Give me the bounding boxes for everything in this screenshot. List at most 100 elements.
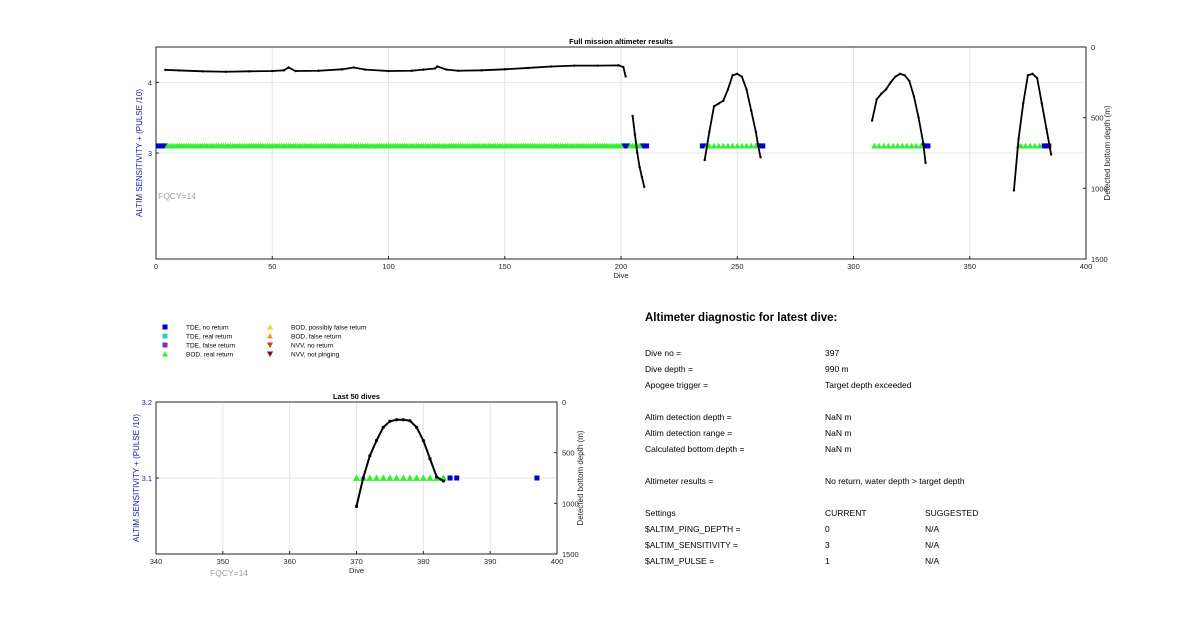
value: NaN m [825, 444, 852, 454]
bottom-depth-point [712, 105, 716, 108]
bottom-depth-point [340, 68, 344, 71]
bottom-depth-point [428, 457, 432, 461]
label: Dive no = [645, 348, 682, 358]
bottom-depth-point [282, 69, 286, 72]
x-tick-label: 350 [963, 262, 976, 271]
bottom-depth-point [374, 438, 379, 443]
bottom-depth-point [717, 102, 720, 105]
bottom-depth-point [287, 66, 290, 69]
row-detection-depth: Altim detection depth = NaN m [645, 412, 851, 422]
bottom-depth-point [224, 70, 227, 73]
suggested: N/A [925, 540, 940, 550]
row-calculated-depth: Calculated bottom depth = NaN m [645, 444, 851, 454]
legend-marker [162, 351, 168, 357]
bottom-depth-point [726, 88, 730, 91]
legend-label: NVV, no return [291, 342, 334, 349]
bod-real-return-marker [871, 142, 878, 149]
bod-real-return-marker [1017, 142, 1025, 149]
bod-real-return-marker [1027, 142, 1034, 149]
label: Dive depth = [645, 364, 693, 374]
y-right-tick-label: 1500 [1091, 255, 1108, 264]
bod-real-return-marker [393, 474, 401, 481]
bottom-depth-point [421, 438, 425, 443]
y-right-tick-label: 1500 [562, 550, 579, 559]
bod-real-return-marker [372, 474, 381, 481]
legend: TDE, no return TDE, real return TDE, false… [162, 324, 367, 358]
bottom-depth-point [596, 64, 599, 67]
y-right-tick-label: 500 [562, 449, 575, 458]
bod-real-return-marker [748, 142, 755, 149]
y-tick-label: 4 [148, 78, 152, 87]
row-dive-depth: Dive depth = 990 m [645, 364, 849, 374]
row-sensitivity: $ALTIM_SENSITIVITY = 3 N/A [645, 540, 939, 550]
bottom-depth-point [922, 141, 925, 145]
tde-no-return-marker [447, 475, 453, 481]
row-apogee: Apogee trigger = Target depth exceeded [645, 380, 911, 390]
bottom-depth-point [908, 79, 911, 83]
label: $ALTIM_SENSITIVITY = [645, 540, 738, 550]
bottom-depth-point [924, 161, 927, 165]
bod-real-return-marker [426, 474, 434, 481]
bottom-depth-point [870, 119, 874, 122]
x-tick-label: 50 [268, 262, 276, 271]
legend-marker [162, 324, 168, 330]
bottom-depth-point [889, 81, 892, 84]
bod-real-return-marker [379, 474, 387, 481]
y-tick-label: 3.2 [142, 398, 152, 407]
bod-real-return-marker [729, 142, 736, 149]
chart-title: Full mission altimeter results [569, 37, 673, 46]
bottom-depth-point [703, 158, 706, 162]
label: $ALTIM_PING_DEPTH = [645, 524, 741, 534]
current: 3 [825, 540, 830, 550]
bottom-depth-point [903, 74, 906, 77]
x-tick-label: 100 [382, 262, 395, 271]
tde-no-return-marker [162, 143, 168, 149]
bod-real-return-marker [1036, 142, 1043, 149]
bottom-depth-line [871, 72, 927, 163]
bottom-depth-point [754, 130, 758, 133]
bottom-depth-point [1031, 72, 1034, 76]
bottom-depth-point [633, 133, 637, 136]
current: 1 [825, 556, 830, 566]
bottom-depth-point [433, 67, 437, 70]
legend-marker [162, 333, 168, 339]
row-settings-header: Settings CURRENT SUGGESTED [645, 508, 978, 518]
bottom-depth-point [750, 109, 753, 112]
bottom-depth-point [457, 69, 460, 72]
y-right-tick-label: 1000 [1091, 184, 1108, 193]
value: No return, water depth > target depth [825, 476, 965, 486]
bottom-depth-point [643, 185, 646, 189]
y-axis-label: ALTIM SENSITIVITY + (PULSE /10) [132, 414, 141, 542]
y-tick-label: 3 [148, 149, 152, 158]
bottom-depth-point [436, 65, 439, 68]
bod-real-return-marker [894, 142, 901, 149]
y-tick-label: 3.1 [142, 474, 152, 483]
y-right-tick-label: 1000 [562, 499, 579, 508]
tde-no-return-marker [625, 143, 631, 149]
bod-real-return-marker [386, 474, 394, 481]
label: Settings [645, 508, 676, 518]
last-50-dives-chart: 340 350 360 370 380 390 400 3.1 3.2 0 500 1000 1500 L… [132, 392, 585, 578]
legend-label: TDE, real return [186, 333, 233, 340]
bottom-depth-point [636, 151, 639, 155]
bottom-depth-point [1049, 153, 1053, 156]
bottom-depth-point [917, 116, 920, 119]
bottom-depth-point [894, 75, 897, 78]
label: Apogee trigger = [645, 380, 709, 390]
bod-real-return-marker [913, 142, 920, 149]
bod-real-return-marker [743, 142, 750, 149]
bod-real-return-marker [734, 142, 741, 149]
label: Altimeter results = [645, 476, 714, 486]
bod-real-return-marker [875, 142, 883, 149]
legend-label: NVV, not pinging [291, 351, 340, 358]
full-mission-chart: 0 50 100 150 200 250 300 350 400 3 4 0 500 1000 1500 Fu… [135, 37, 1112, 280]
fqcy-annotation: FQCY=14 [158, 191, 196, 201]
suggested: N/A [925, 556, 940, 566]
legend-marker [267, 342, 273, 348]
bod-real-return-marker [636, 142, 643, 149]
chart-title: Last 50 dives [333, 392, 380, 401]
bottom-depth-point [178, 69, 181, 72]
bottom-depth-point [408, 419, 412, 423]
bod-real-return-marker [903, 142, 911, 149]
